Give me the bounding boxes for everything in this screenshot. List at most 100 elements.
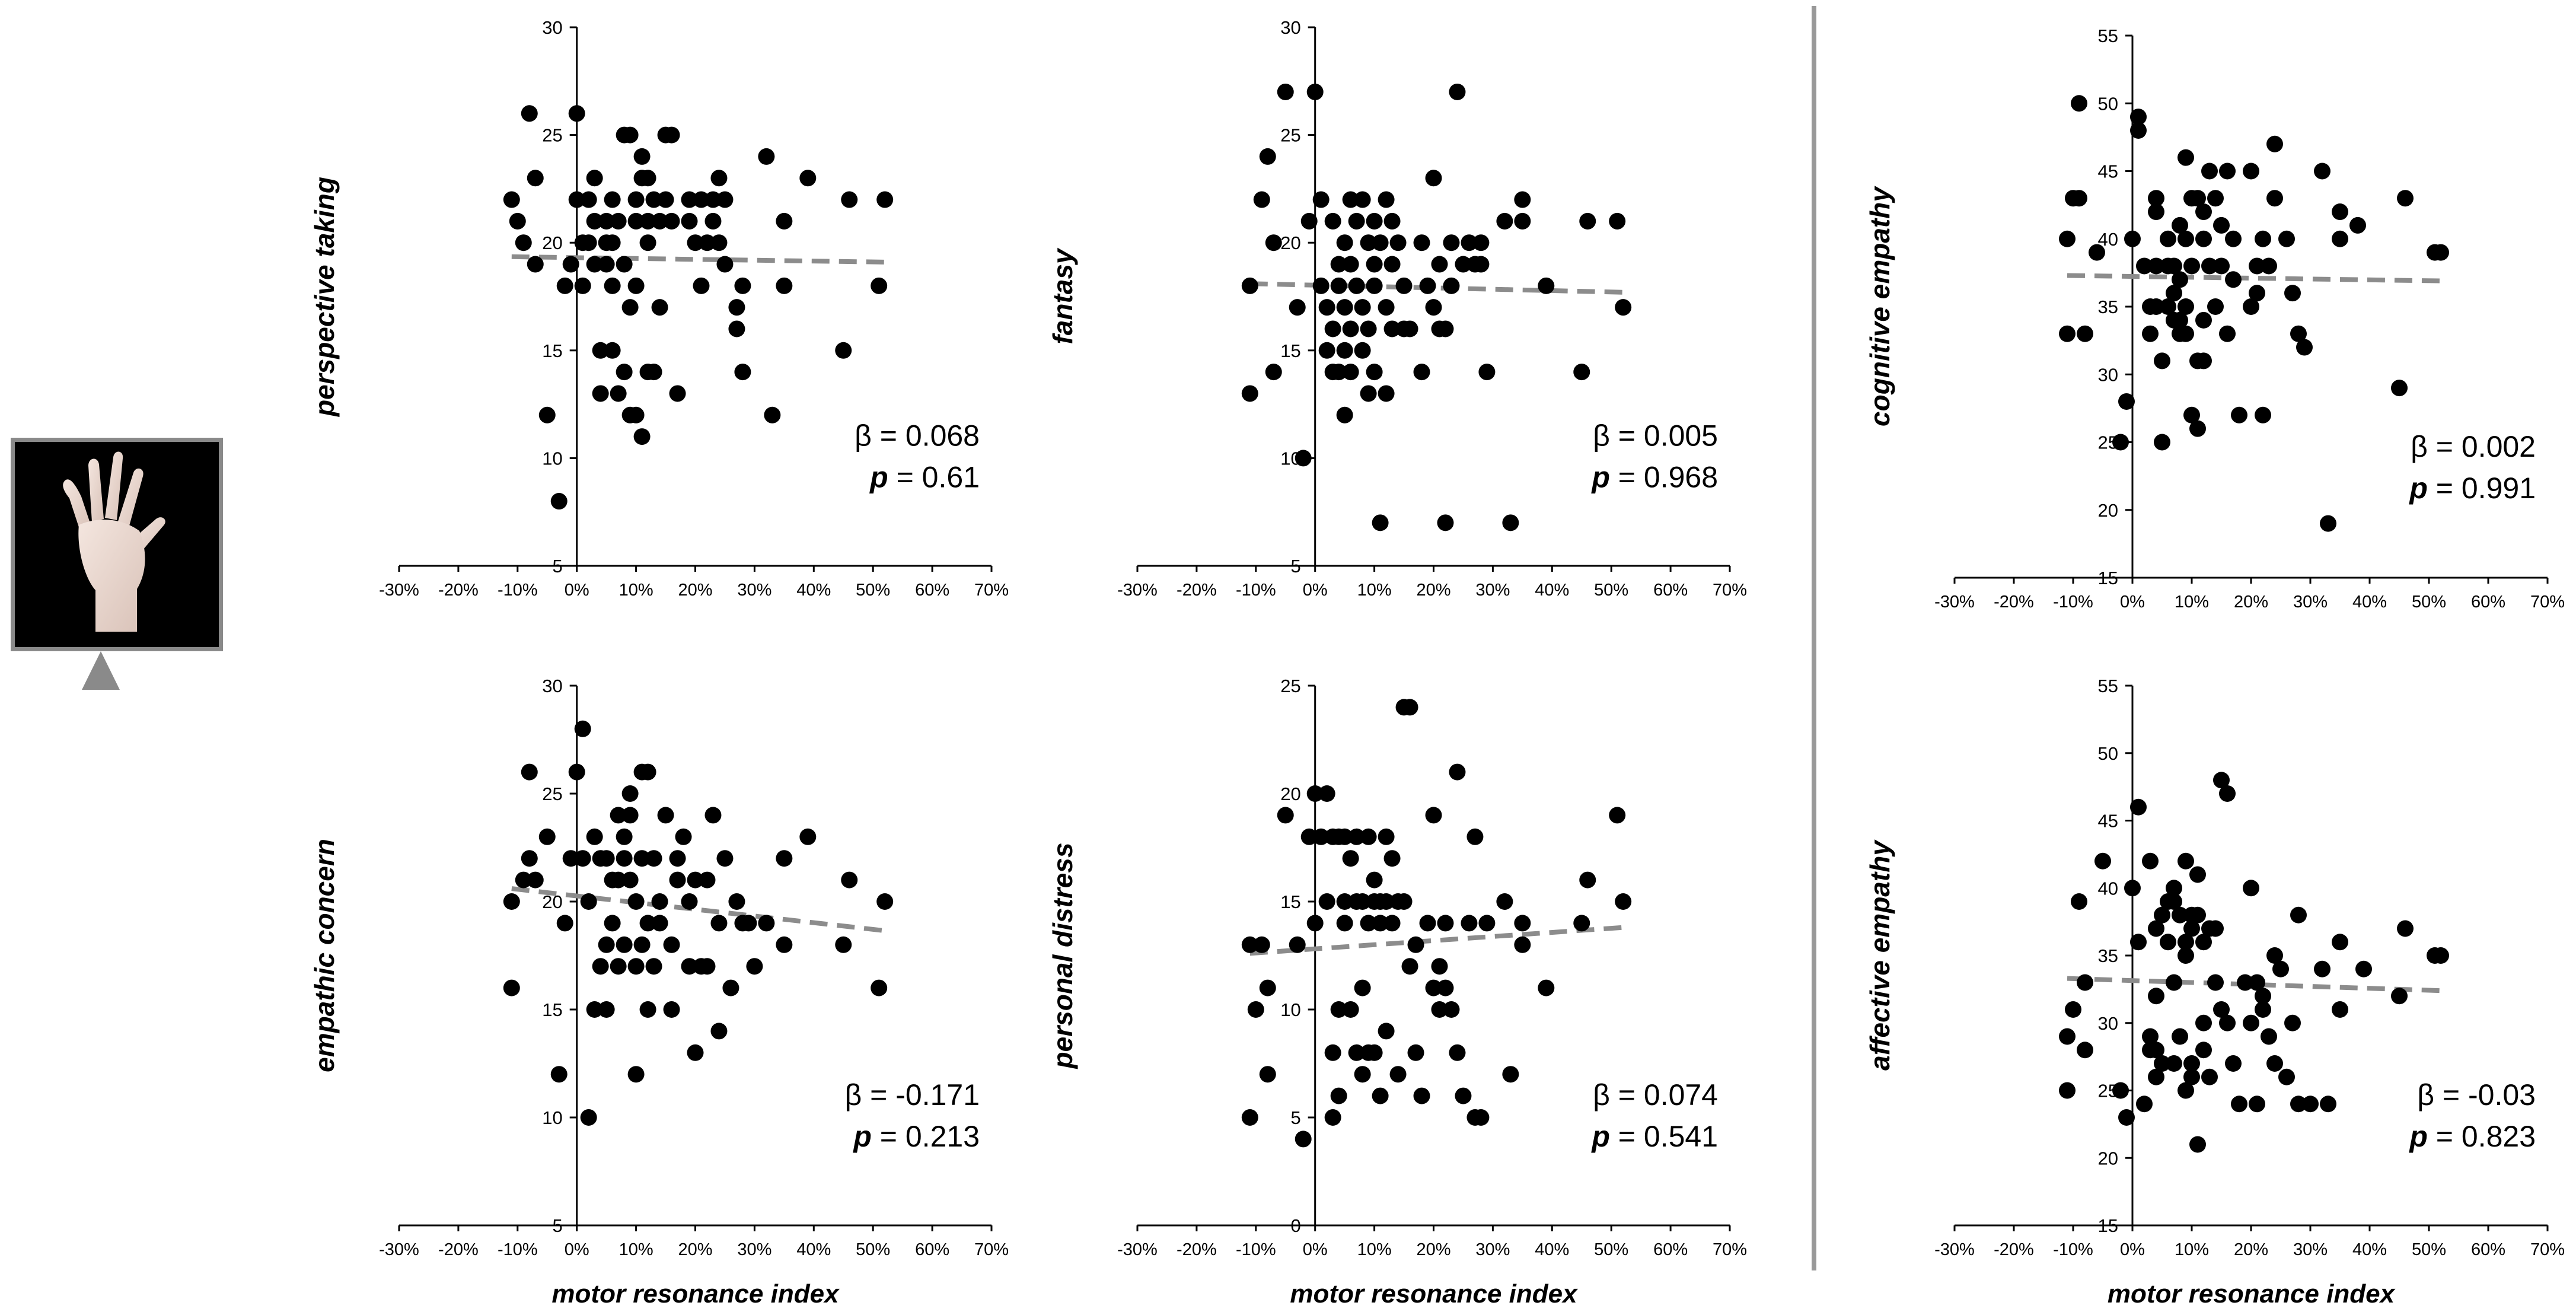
y-tick-label: 20 — [542, 233, 562, 253]
data-point — [1336, 299, 1353, 316]
p-label: p = 0.61 — [869, 461, 980, 494]
data-point — [716, 191, 734, 208]
data-point — [515, 234, 532, 251]
data-point — [1389, 234, 1407, 251]
data-point — [841, 871, 858, 889]
data-point — [1300, 212, 1318, 230]
data-point — [1336, 234, 1353, 251]
y-tick-label: 10 — [542, 448, 562, 469]
x-tick-label: 40% — [796, 581, 831, 600]
data-point — [1253, 936, 1270, 953]
data-point — [580, 191, 597, 208]
data-point — [2118, 393, 2135, 410]
y-tick-label: 45 — [2098, 811, 2118, 832]
data-point — [764, 406, 781, 423]
data-point — [1342, 850, 1359, 867]
data-point — [1372, 915, 1389, 932]
data-point — [580, 234, 597, 251]
data-point — [841, 191, 858, 208]
data-point — [1366, 1044, 1383, 1061]
data-point — [509, 212, 526, 230]
data-point — [651, 212, 668, 230]
data-point — [1383, 915, 1401, 932]
data-point — [2195, 1014, 2212, 1031]
data-point — [604, 234, 621, 251]
y-axis-label: affective empathy — [1864, 839, 1895, 1071]
y-tick-label: 5 — [552, 556, 562, 577]
y-tick-label: 15 — [542, 999, 562, 1020]
data-point — [2397, 920, 2414, 937]
data-point — [627, 212, 645, 230]
data-point — [1389, 1066, 1407, 1083]
x-tick-label: 20% — [1416, 581, 1450, 600]
beta-label: β = 0.068 — [855, 419, 980, 453]
data-point — [586, 170, 603, 187]
y-tick-label: 20 — [2098, 1148, 2118, 1168]
data-point — [2189, 190, 2206, 207]
data-point — [616, 364, 633, 381]
data-point — [2154, 434, 2170, 451]
data-point — [1425, 807, 1442, 824]
data-point — [503, 979, 520, 996]
x-tick-label: 20% — [678, 1240, 712, 1259]
data-point — [556, 277, 573, 294]
data-point — [2355, 960, 2372, 977]
data-point — [621, 871, 639, 889]
data-point — [574, 720, 591, 737]
data-point — [2065, 1001, 2081, 1018]
data-point — [871, 979, 888, 996]
y-tick-label: 45 — [2098, 161, 2118, 182]
data-point — [527, 170, 544, 187]
data-point — [2243, 298, 2259, 315]
data-point — [2213, 257, 2230, 275]
data-point — [687, 1044, 704, 1061]
data-point — [2130, 798, 2147, 816]
data-point — [592, 385, 609, 402]
data-point — [1295, 450, 1312, 467]
data-point — [1478, 364, 1496, 381]
data-point — [716, 850, 734, 867]
data-point — [616, 828, 633, 845]
data-point — [598, 212, 615, 230]
y-tick-label: 50 — [2098, 743, 2118, 764]
data-point — [1348, 1044, 1365, 1061]
data-point — [2154, 352, 2170, 370]
data-point — [2071, 95, 2087, 112]
data-point — [1354, 979, 1371, 996]
data-point — [645, 850, 662, 867]
data-point — [728, 320, 745, 337]
data-point — [663, 126, 680, 144]
p-value: = 0.541 — [1610, 1120, 1718, 1153]
y-tick-label: 30 — [542, 676, 562, 696]
data-point — [2243, 1014, 2259, 1031]
x-tick-label: 70% — [2530, 593, 2565, 612]
data-point — [2195, 1042, 2212, 1059]
data-point — [2332, 1001, 2348, 1018]
data-point — [1324, 1044, 1341, 1061]
data-point — [1502, 514, 1519, 531]
data-point — [2391, 988, 2408, 1005]
data-point — [621, 785, 639, 802]
data-point — [1360, 915, 1377, 932]
p-value: = 0.823 — [2428, 1120, 2536, 1153]
y-tick-label: 15 — [542, 340, 562, 361]
data-point — [2059, 325, 2076, 342]
data-point — [1395, 893, 1413, 910]
x-tick-label: 10% — [619, 581, 653, 600]
data-point — [2290, 325, 2307, 342]
x-tick-label: 70% — [1713, 581, 1747, 600]
data-point — [1496, 212, 1513, 230]
data-point — [1324, 212, 1341, 230]
data-point — [592, 342, 609, 359]
data-point — [1360, 320, 1377, 337]
data-point — [550, 493, 568, 510]
data-point — [799, 170, 817, 187]
p-symbol: p — [2408, 472, 2428, 505]
y-tick-label: 35 — [2098, 945, 2118, 966]
data-point — [2320, 515, 2336, 532]
y-tick-label: 25 — [542, 125, 562, 146]
data-point — [1312, 191, 1330, 208]
data-point — [2201, 257, 2218, 275]
